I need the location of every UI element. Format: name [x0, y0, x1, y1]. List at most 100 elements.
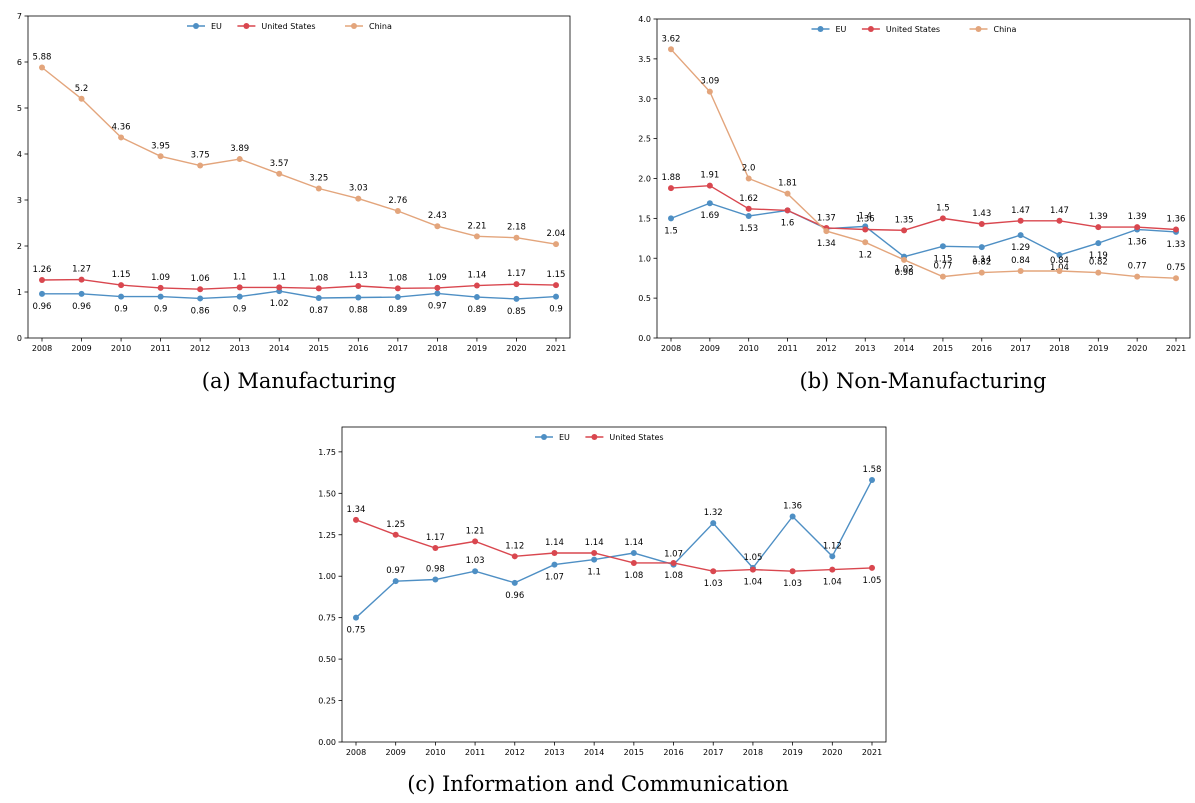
legend-label: United States — [886, 25, 940, 34]
legend-item-eu: EU — [535, 433, 570, 442]
data-point — [157, 153, 164, 160]
data-point — [869, 564, 875, 571]
data-point — [472, 538, 479, 545]
data-point — [236, 293, 243, 300]
data-point — [434, 284, 441, 291]
legend-marker — [193, 23, 199, 29]
chart-caption: (a) Manufacturing — [202, 369, 396, 393]
data-label: 1.36 — [856, 215, 875, 225]
data-point — [118, 134, 125, 141]
data-point — [670, 559, 677, 566]
data-point — [1095, 224, 1102, 231]
x-tick-label: 2021 — [862, 748, 882, 757]
data-point — [473, 294, 480, 301]
data-label: 1.05 — [863, 576, 882, 586]
y-tick-label: 5 — [17, 104, 22, 113]
data-label: 1.04 — [743, 578, 762, 588]
data-label: 1.09 — [151, 273, 170, 283]
y-tick-label: 1.5 — [638, 214, 651, 223]
data-label: 1.07 — [664, 550, 683, 560]
data-label: 5.2 — [75, 84, 89, 94]
data-label: 1.15 — [933, 254, 952, 264]
data-point — [513, 295, 520, 302]
data-point — [394, 285, 401, 292]
data-point — [901, 227, 908, 234]
data-point — [394, 294, 401, 301]
data-label: 1.08 — [664, 571, 683, 581]
data-point — [1056, 268, 1063, 275]
data-label: 1.17 — [426, 533, 445, 543]
data-point — [706, 88, 713, 95]
data-label: 1.53 — [739, 224, 758, 234]
x-tick-label: 2013 — [855, 344, 875, 353]
data-label: 1.17 — [507, 269, 526, 279]
data-label: 1.47 — [1050, 206, 1069, 216]
data-label: 1.47 — [1011, 206, 1030, 216]
x-tick-label: 2015 — [309, 344, 329, 353]
x-tick-label: 2021 — [1166, 344, 1186, 353]
data-point — [276, 170, 283, 177]
data-label: 1.5 — [936, 203, 950, 213]
y-tick-label: 2 — [17, 242, 22, 251]
y-tick-label: 2.5 — [638, 135, 651, 144]
data-point — [392, 531, 399, 538]
y-tick-label: 3.0 — [638, 95, 651, 104]
data-point — [939, 215, 946, 222]
x-tick-label: 2021 — [546, 344, 566, 353]
data-label: 0.75 — [1167, 263, 1186, 273]
data-label: 1.43 — [972, 209, 991, 219]
x-tick-label: 2019 — [1088, 344, 1108, 353]
data-label: 0.89 — [467, 305, 486, 315]
x-tick-label: 2014 — [584, 748, 604, 757]
x-tick-label: 2019 — [467, 344, 487, 353]
data-label: 1.36 — [783, 502, 802, 512]
data-label: 3.25 — [309, 174, 328, 184]
data-point — [706, 182, 713, 189]
y-tick-label: 0.00 — [318, 738, 336, 747]
legend-label: EU — [836, 25, 847, 34]
data-label: 2.43 — [428, 211, 447, 221]
y-tick-label: 3 — [17, 196, 22, 205]
legend-marker — [351, 23, 357, 29]
data-label: 3.95 — [151, 141, 170, 151]
data-point — [78, 276, 85, 283]
data-label: 2.0 — [742, 164, 756, 174]
x-tick-label: 2018 — [427, 344, 447, 353]
data-point — [394, 208, 401, 215]
data-point — [355, 195, 362, 202]
x-tick-label: 2013 — [230, 344, 250, 353]
data-point — [1017, 268, 1024, 275]
data-point — [630, 550, 637, 556]
data-point — [511, 553, 518, 560]
data-label: 0.9 — [549, 305, 563, 315]
data-label: 2.21 — [467, 221, 486, 231]
y-tick-label: 0.75 — [318, 614, 336, 623]
x-tick-label: 2020 — [506, 344, 526, 353]
x-tick-label: 2015 — [624, 748, 644, 757]
data-point — [434, 290, 441, 297]
data-label: 0.88 — [349, 306, 368, 316]
legend-item-united-states: United States — [237, 22, 316, 31]
data-label: 3.57 — [270, 159, 289, 169]
data-label: 0.98 — [895, 268, 914, 278]
legend: EU United States China — [811, 25, 1016, 34]
x-tick-label: 2011 — [777, 344, 797, 353]
y-tick-label: 3.5 — [638, 55, 651, 64]
data-label: 1.36 — [1167, 215, 1186, 225]
data-point — [39, 64, 45, 71]
x-tick-label: 2018 — [1049, 344, 1069, 353]
data-label: 0.9 — [154, 305, 168, 315]
data-point — [551, 550, 558, 556]
x-tick-label: 2016 — [972, 344, 992, 353]
data-label: 1.15 — [547, 270, 566, 280]
data-label: 0.87 — [309, 306, 328, 316]
data-label: 0.82 — [1089, 258, 1108, 268]
series-line — [41, 66, 557, 245]
data-label: 1.6 — [781, 218, 795, 228]
data-point — [78, 95, 85, 102]
x-tick-label: 2017 — [388, 344, 408, 353]
data-label: 0.84 — [1050, 256, 1069, 266]
data-label: 1.07 — [545, 573, 564, 583]
data-point — [553, 282, 559, 289]
